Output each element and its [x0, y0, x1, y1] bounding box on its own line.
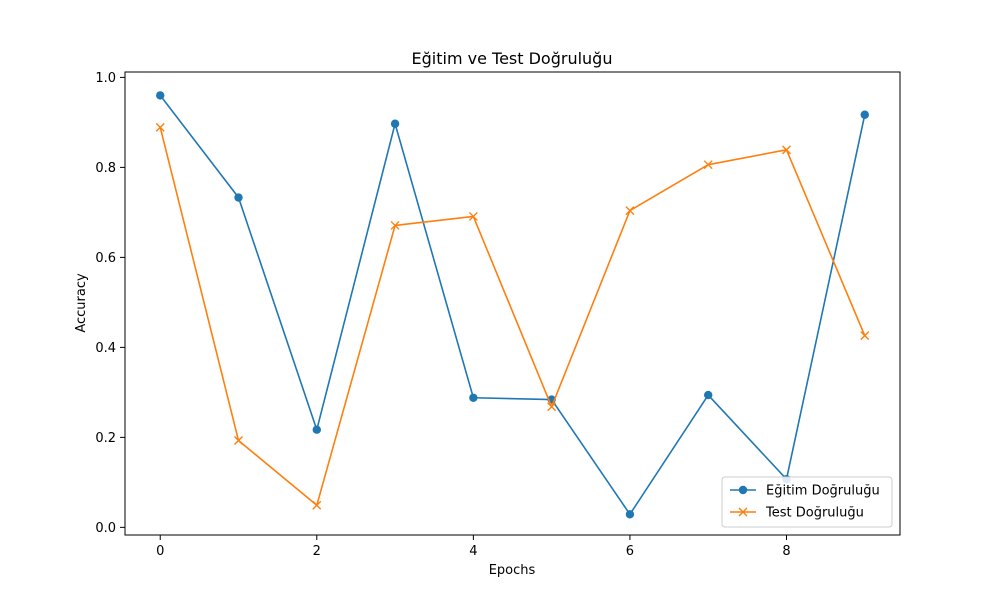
- series-point: [860, 331, 870, 341]
- plot-frame: [124, 71, 901, 536]
- legend-box: [721, 476, 893, 528]
- x-tick-label: 2: [313, 544, 321, 559]
- series-point: [781, 145, 791, 155]
- marker-stroke: [703, 160, 713, 170]
- series-point: [625, 510, 635, 519]
- legend-label: Eğitim Doğruluğu: [766, 484, 880, 499]
- marker-stroke: [155, 122, 165, 132]
- series-point: [469, 393, 478, 402]
- x-tick-label: 0: [156, 544, 164, 559]
- series-point: [390, 220, 400, 230]
- series-point: [312, 425, 321, 434]
- series-point: [704, 390, 713, 400]
- series-point: [234, 193, 243, 202]
- y-tick-label: 0.4: [95, 341, 116, 356]
- series-point: [156, 91, 165, 100]
- series-point: [312, 500, 322, 510]
- series-point: [625, 206, 635, 216]
- marker-stroke: [390, 220, 400, 230]
- y-tick-label: 0.2: [95, 431, 116, 446]
- series-line-1: [159, 127, 866, 507]
- series-line-0: [159, 94, 866, 516]
- marker-stroke: [234, 436, 244, 446]
- chart-title: Eğitim ve Test Doğruluğu: [412, 49, 613, 68]
- marker-stroke: [547, 402, 557, 412]
- series-point: [703, 160, 713, 170]
- marker-stroke: [468, 211, 478, 221]
- marker-stroke: [781, 145, 791, 155]
- x-tick-label: 8: [782, 544, 790, 559]
- legend: Eğitim Doğruluğu Test Doğruluğu: [721, 476, 893, 528]
- y-axis-label: Accuracy: [74, 273, 89, 333]
- series-point: [547, 402, 557, 412]
- x-tick-label: 4: [469, 544, 477, 559]
- x-axis-label: Epochs: [489, 563, 536, 578]
- marker-stroke: [312, 500, 322, 510]
- legend-marker: [738, 485, 748, 495]
- legend-label: Test Doğruluğu: [765, 506, 864, 521]
- y-tick-label: 0.8: [95, 161, 116, 176]
- series-point: [468, 211, 478, 221]
- marker-stroke: [625, 206, 635, 216]
- series-point: [860, 110, 869, 119]
- legend-marker: [738, 507, 748, 517]
- y-tick-label: 0.6: [95, 251, 116, 266]
- marker-stroke: [860, 331, 870, 341]
- series-point: [390, 119, 400, 128]
- y-tick-label: 0.0: [95, 521, 116, 536]
- series-point: [234, 436, 244, 446]
- y-tick-label: 1.0: [95, 71, 116, 86]
- plot-area: 0 2 4 6 8 0.0 0.2 0.4 0.6 0.8 1.0: [95, 71, 901, 559]
- series-point: [155, 122, 165, 132]
- x-tick-label: 6: [626, 544, 634, 559]
